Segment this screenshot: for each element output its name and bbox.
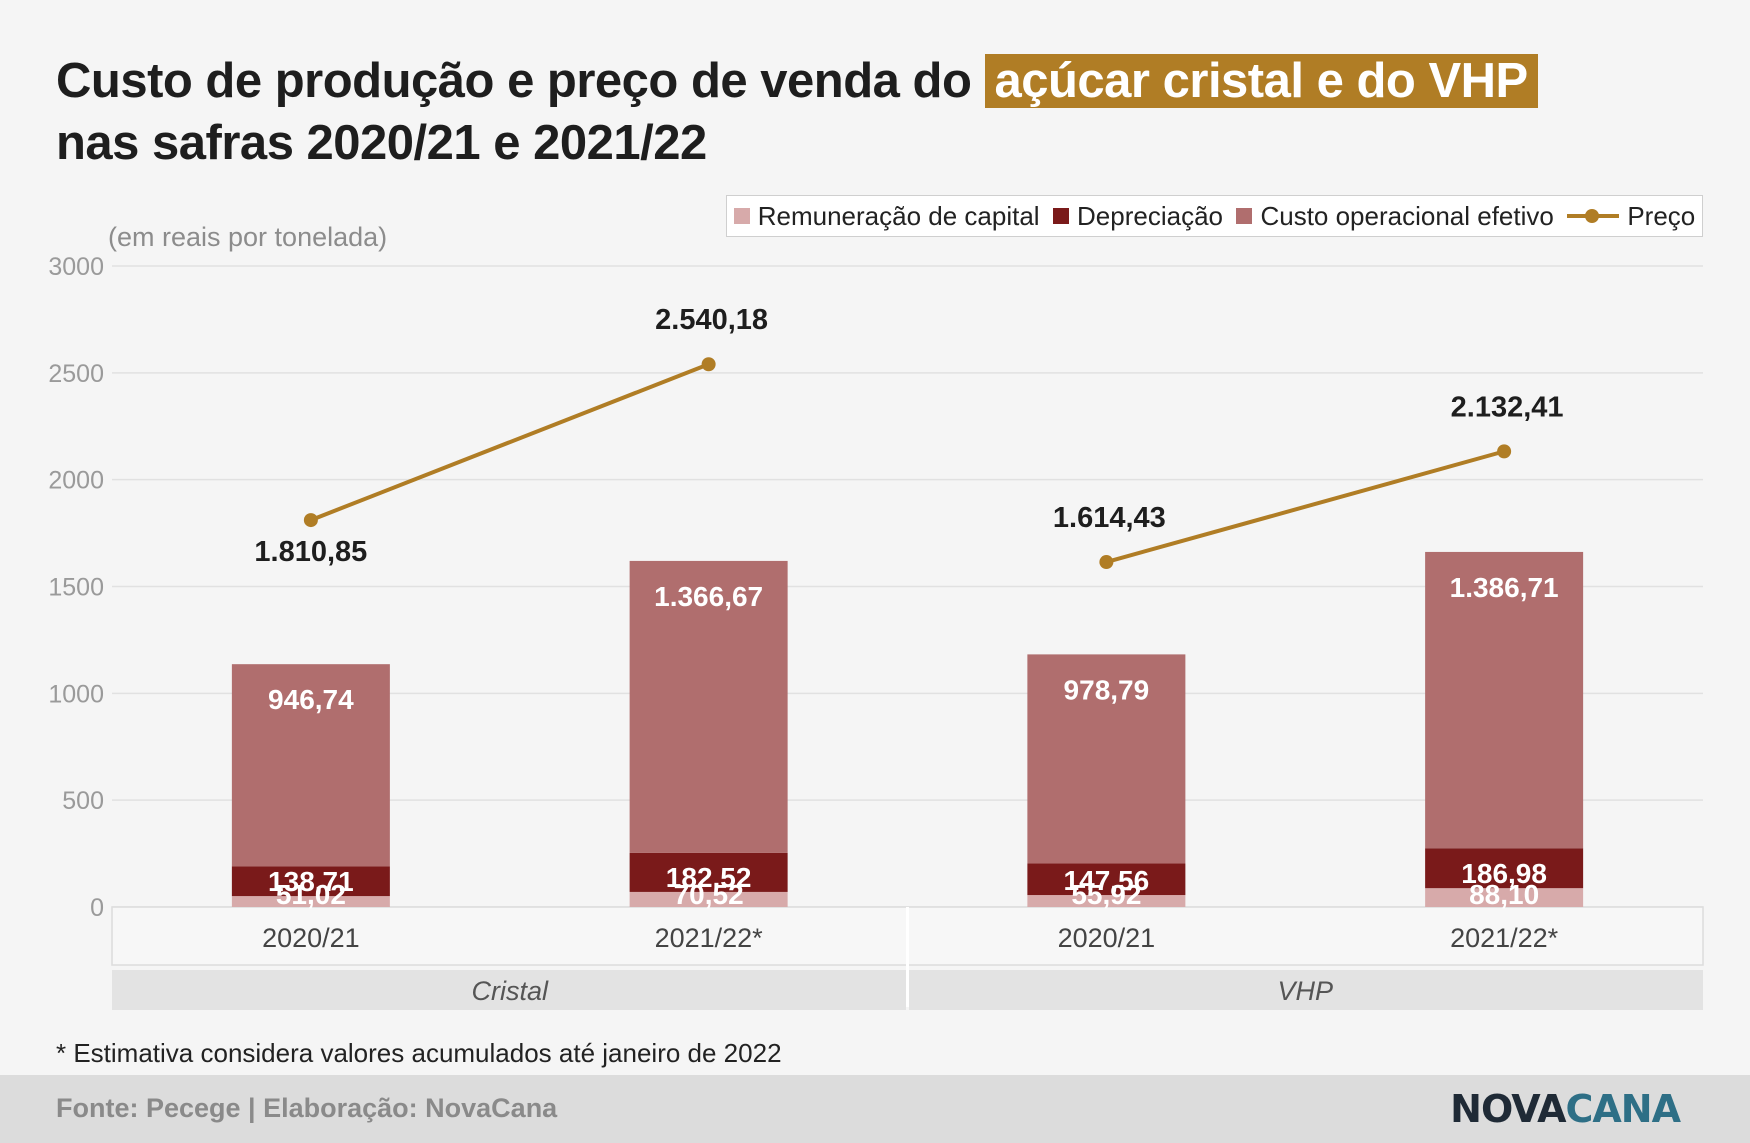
y-tick-label: 500 xyxy=(62,787,104,815)
chart-title: Custo de produção e preço de venda do aç… xyxy=(56,50,1538,174)
bar-segment xyxy=(629,891,788,907)
bar-segment xyxy=(231,664,390,867)
bar-segment xyxy=(231,866,390,897)
bar-segment xyxy=(231,896,390,907)
y-tick-label: 2500 xyxy=(48,360,104,388)
bar-segment xyxy=(1027,863,1186,896)
y-tick-label: 1000 xyxy=(48,680,104,708)
bar-segment xyxy=(1027,895,1186,907)
x-tick-label: 2021/22* xyxy=(655,923,764,953)
legend-swatch xyxy=(1053,208,1070,224)
bar-segment xyxy=(629,560,788,853)
bar-segment xyxy=(1027,654,1186,864)
legend-label: Custo operacional efetivo xyxy=(1260,200,1554,231)
source-text: Fonte: Pecege | Elaboração: NovaCana xyxy=(56,1093,558,1123)
footnote: * Estimativa considera valores acumulado… xyxy=(56,1038,782,1068)
legend-item-depreciacao: Depreciação xyxy=(1053,201,1223,232)
legend-label: Preço xyxy=(1627,200,1696,231)
price-point xyxy=(1099,555,1114,570)
unit-label: (em reais por tonelada) xyxy=(108,222,388,252)
title-highlight: açúcar cristal e do VHP xyxy=(984,54,1538,108)
bar-segment xyxy=(629,852,788,892)
footer: Fonte: Pecege | Elaboração: NovaCana NOV… xyxy=(0,1075,1750,1143)
y-tick-label: 1500 xyxy=(48,574,104,602)
group-label: VHP xyxy=(1277,976,1333,1006)
x-tick-label: 2020/21 xyxy=(1058,923,1156,953)
group-band xyxy=(909,970,1703,1010)
legend-label: Remuneração de capital xyxy=(757,200,1040,231)
bar-value-label: 138,71 xyxy=(268,866,354,897)
price-line xyxy=(310,362,710,522)
bar-value-label: 946,74 xyxy=(268,684,354,715)
legend-label: Depreciação xyxy=(1077,200,1223,231)
bar-value-label: 182,52 xyxy=(666,862,752,893)
bar-segment xyxy=(1425,551,1584,849)
bar-value-label: 88,10 xyxy=(1469,879,1539,910)
legend-item-preco: Preço xyxy=(1567,201,1695,232)
bar-value-label: 55,92 xyxy=(1071,879,1141,910)
price-point xyxy=(701,357,716,372)
x-tick-label: 2020/21 xyxy=(262,923,360,953)
logo-part-nova: NOVA xyxy=(1450,1087,1566,1131)
chart-legend: Remuneração de capital Depreciação Custo… xyxy=(726,195,1703,237)
legend-swatch xyxy=(1236,208,1253,224)
price-label: 2.132,41 xyxy=(1451,391,1564,423)
bar-value-label: 147,56 xyxy=(1064,865,1150,896)
legend-item-custo-operacional: Custo operacional efetivo xyxy=(1236,200,1554,232)
bar-value-label: 51,02 xyxy=(276,879,346,910)
y-tick-label: 0 xyxy=(90,894,104,922)
price-label: 1.810,85 xyxy=(254,536,367,568)
group-band xyxy=(112,970,906,1010)
group-label: Cristal xyxy=(471,976,549,1006)
price-point xyxy=(1497,444,1512,459)
price-point xyxy=(303,513,318,528)
logo-part-cana: CANA xyxy=(1565,1087,1681,1131)
title-line2: nas safras 2020/21 e 2021/22 xyxy=(56,116,707,170)
bar-segment xyxy=(1425,888,1584,907)
novacana-logo: NOVACANA xyxy=(1450,1087,1681,1131)
y-tick-label: 2000 xyxy=(48,467,104,495)
title-line1: Custo de produção e preço de venda do xyxy=(56,54,972,108)
bar-value-label: 70,52 xyxy=(674,879,744,910)
price-label: 1.614,43 xyxy=(1053,502,1166,534)
legend-swatch xyxy=(733,208,750,224)
x-tick-label: 2021/22* xyxy=(1450,923,1559,953)
y-tick-label: 3000 xyxy=(48,253,104,281)
price-label: 2.540,18 xyxy=(655,304,768,336)
bar-value-label: 978,79 xyxy=(1064,674,1150,705)
legend-item-remuneracao: Remuneração de capital xyxy=(733,200,1040,232)
bar-value-label: 1.366,67 xyxy=(654,581,763,612)
bar-value-label: 186,98 xyxy=(1461,858,1547,889)
bar-segment xyxy=(1425,848,1584,889)
bar-value-label: 1.386,71 xyxy=(1450,572,1559,603)
legend-line-swatch xyxy=(1567,208,1620,224)
price-line xyxy=(1105,449,1505,564)
